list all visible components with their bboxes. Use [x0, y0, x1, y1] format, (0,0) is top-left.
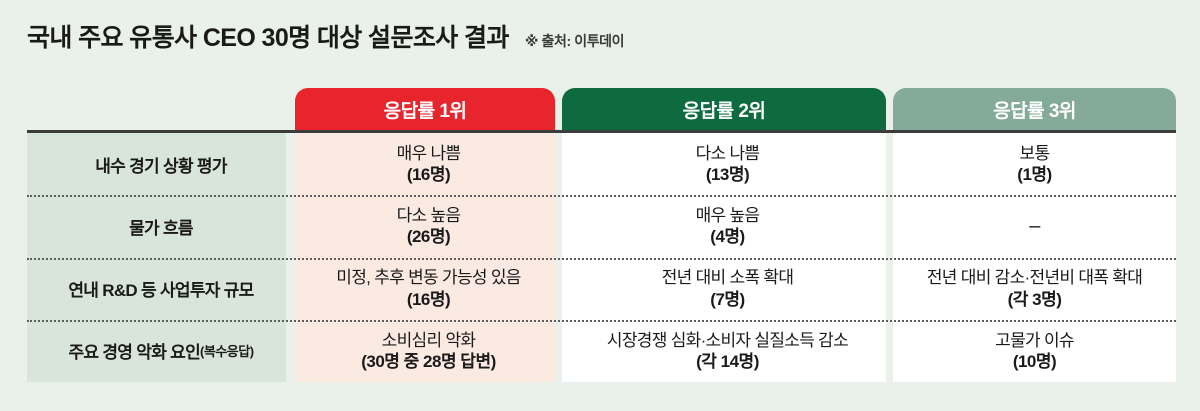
row-label-text: 내수 경기 상황 평가 [95, 156, 227, 176]
cell-count: (26명) [406, 227, 451, 247]
results-table: 내수 경기 상황 평가 매우 나쁨 (16명) 다소 나쁨 (13명) 보통 (… [27, 130, 1176, 382]
cell-rank-3: 보통 (1명) [893, 133, 1176, 195]
table-row: 주요 경영 악화 요인 (복수응답) 소비심리 악화 (30명 중 28명 답변)… [27, 319, 1176, 382]
cell-count: (1명) [1017, 165, 1052, 185]
cell-count: (13명) [705, 165, 750, 185]
page-title: 국내 주요 유통사 CEO 30명 대상 설문조사 결과 [27, 24, 509, 52]
cell-count: (각 14명) [696, 351, 759, 371]
row-label: 주요 경영 악화 요인 (복수응답) [27, 320, 295, 382]
row-label-note: (복수응답) [200, 344, 254, 360]
cell-rank-2: 시장경쟁 심화·소비자 실질소득 감소 (각 14명) [562, 320, 893, 382]
title-row: 국내 주요 유통사 CEO 30명 대상 설문조사 결과 ※ 출처: 이투데이 [27, 24, 625, 52]
cell-answer: 고물가 이슈 [995, 330, 1074, 350]
table-row: 연내 R&D 등 사업투자 규모 미정, 추후 변동 가능성 있음 (16명) … [27, 257, 1176, 320]
cell-answer: – [1029, 214, 1040, 237]
cell-rank-1: 미정, 추후 변동 가능성 있음 (16명) [295, 258, 562, 320]
cell-rank-1: 소비심리 악화 (30명 중 28명 답변) [295, 320, 562, 382]
row-label: 내수 경기 상황 평가 [27, 133, 295, 195]
cell-count: (16명) [406, 165, 451, 185]
table-row: 물가 흐름 다소 높음 (26명) 매우 높음 (4명) – [27, 195, 1176, 257]
cell-rank-1: 매우 나쁨 (16명) [295, 133, 562, 195]
cell-count: (30명 중 28명 답변) [361, 351, 496, 371]
cell-rank-1: 다소 높음 (26명) [295, 195, 562, 257]
row-label: 물가 흐름 [27, 195, 295, 257]
column-header-rank-2: 응답률 2위 [562, 88, 886, 130]
cell-answer: 매우 나쁨 [396, 143, 461, 163]
cell-count: (각 3명) [1007, 289, 1062, 309]
row-label-text: 연내 R&D 등 사업투자 규모 [68, 281, 254, 301]
cell-answer: 전년 대비 감소·전년비 대폭 확대 [926, 268, 1143, 288]
cell-rank-3: – [893, 195, 1176, 257]
cell-answer: 소비심리 악화 [381, 330, 476, 350]
cell-count: (16명) [406, 289, 451, 309]
cell-count: (4명) [710, 227, 745, 247]
cell-rank-3: 전년 대비 감소·전년비 대폭 확대 (각 3명) [893, 258, 1176, 320]
cell-answer: 전년 대비 소폭 확대 [661, 268, 794, 288]
cell-rank-2: 매우 높음 (4명) [562, 195, 893, 257]
row-label: 연내 R&D 등 사업투자 규모 [27, 258, 295, 320]
cell-count: (10명) [1012, 351, 1057, 371]
cell-rank-3: 고물가 이슈 (10명) [893, 320, 1176, 382]
column-header-rank-1: 응답률 1위 [295, 88, 555, 130]
cell-answer: 시장경쟁 심화·소비자 실질소득 감소 [606, 330, 849, 350]
cell-rank-2: 전년 대비 소폭 확대 (7명) [562, 258, 893, 320]
cell-answer: 다소 나쁨 [695, 143, 760, 163]
cell-answer: 미정, 추후 변동 가능성 있음 [336, 268, 521, 288]
cell-answer: 보통 [1019, 143, 1051, 163]
column-header-rank-3: 응답률 3위 [893, 88, 1176, 130]
cell-answer: 다소 높음 [396, 206, 461, 226]
cell-answer: 매우 높음 [695, 206, 760, 226]
row-label-text: 물가 흐름 [129, 218, 193, 238]
table-row: 내수 경기 상황 평가 매우 나쁨 (16명) 다소 나쁨 (13명) 보통 (… [27, 133, 1176, 195]
source-note: ※ 출처: 이투데이 [524, 33, 625, 49]
row-label-text: 주요 경영 악화 요인 [68, 343, 201, 363]
table-body: 내수 경기 상황 평가 매우 나쁨 (16명) 다소 나쁨 (13명) 보통 (… [27, 133, 1176, 382]
cell-rank-2: 다소 나쁨 (13명) [562, 133, 893, 195]
cell-count: (7명) [710, 289, 745, 309]
column-header-tabs: 응답률 1위 응답률 2위 응답률 3위 [0, 88, 1200, 130]
